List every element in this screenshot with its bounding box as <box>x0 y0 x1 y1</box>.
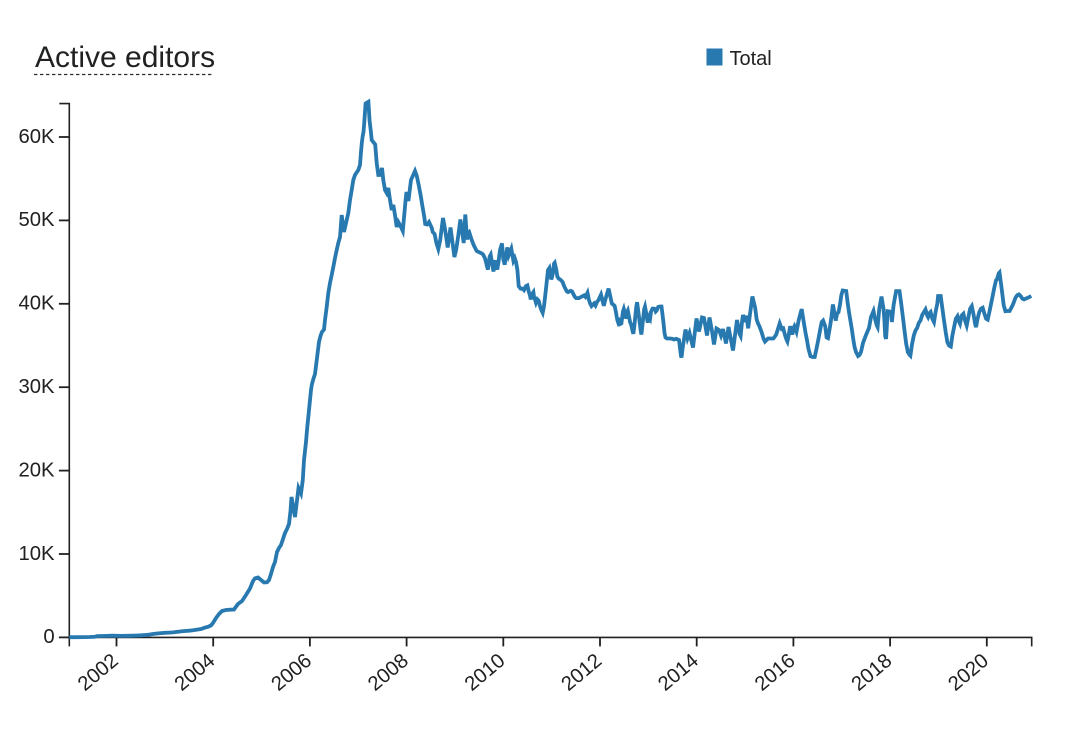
svg-text:30K: 30K <box>19 376 56 398</box>
svg-text:20K: 20K <box>19 459 56 481</box>
svg-text:50K: 50K <box>19 209 56 231</box>
svg-text:40K: 40K <box>19 293 56 315</box>
svg-text:60K: 60K <box>19 126 56 148</box>
svg-text:10K: 10K <box>19 543 56 565</box>
svg-text:Active editors: Active editors <box>35 41 215 74</box>
svg-text:Total: Total <box>730 48 772 70</box>
svg-text:0: 0 <box>43 626 54 648</box>
